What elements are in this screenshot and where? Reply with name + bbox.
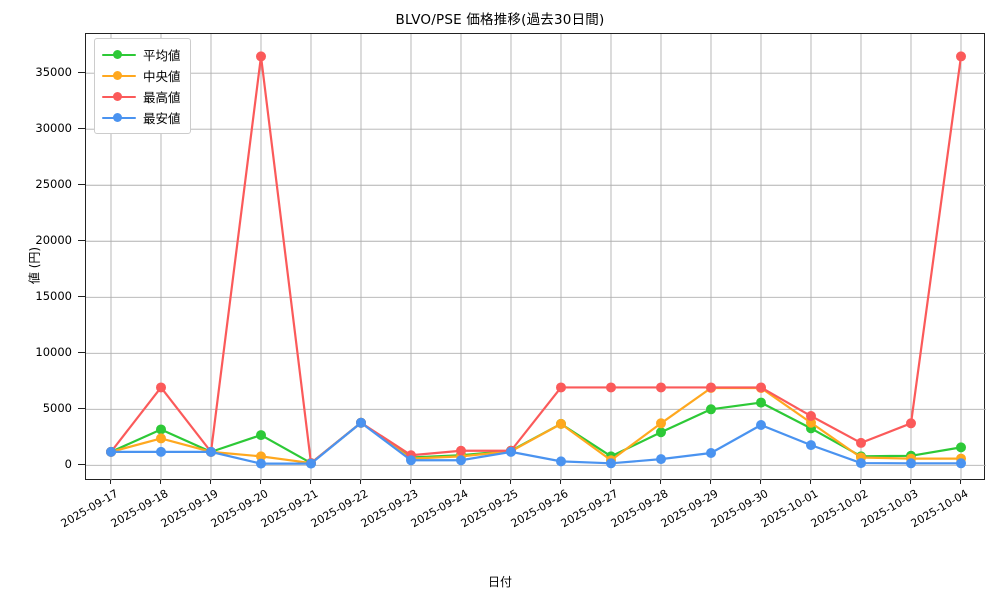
legend-swatch-icon bbox=[102, 91, 136, 103]
x-tick-mark bbox=[560, 480, 561, 484]
y-tick-label: 0 bbox=[64, 457, 72, 472]
x-tick-mark bbox=[260, 480, 261, 484]
data-point bbox=[556, 382, 566, 393]
data-point bbox=[456, 445, 466, 456]
data-point bbox=[556, 418, 566, 429]
legend-swatch-icon bbox=[102, 49, 136, 61]
data-point bbox=[956, 51, 966, 62]
legend-item-3[interactable]: 最安値 bbox=[102, 107, 181, 128]
legend-swatch-icon bbox=[102, 112, 136, 124]
series-line-1 bbox=[109, 386, 963, 465]
series-line-2 bbox=[109, 55, 963, 465]
y-tick-mark bbox=[78, 296, 85, 298]
y-tick-label: 15000 bbox=[35, 289, 72, 304]
y-tick-label: 20000 bbox=[35, 233, 72, 248]
data-point bbox=[706, 404, 716, 415]
series-layer bbox=[106, 51, 966, 469]
y-tick-label: 35000 bbox=[35, 65, 72, 80]
y-tick-mark bbox=[78, 408, 85, 410]
x-tick-mark bbox=[310, 480, 311, 484]
data-point bbox=[606, 382, 616, 393]
data-point bbox=[506, 446, 516, 457]
x-tick-mark bbox=[110, 480, 111, 484]
x-tick-mark bbox=[210, 480, 211, 484]
y-tick-label: 30000 bbox=[35, 121, 72, 136]
data-point bbox=[256, 51, 266, 62]
data-point bbox=[956, 458, 966, 469]
data-point bbox=[256, 430, 266, 441]
data-point bbox=[906, 458, 916, 469]
x-tick-mark bbox=[910, 480, 911, 484]
y-tick-mark bbox=[78, 72, 85, 74]
y-axis-label: 値 (円) bbox=[27, 246, 42, 285]
data-point bbox=[706, 382, 716, 393]
y-tick-mark bbox=[78, 128, 85, 130]
data-point bbox=[106, 446, 116, 457]
y-tick-mark bbox=[78, 464, 85, 466]
data-point bbox=[656, 427, 666, 438]
data-point bbox=[856, 458, 866, 469]
data-point bbox=[906, 418, 916, 429]
y-tick-mark bbox=[78, 184, 85, 186]
data-point bbox=[406, 455, 416, 466]
x-tick-mark bbox=[160, 480, 161, 484]
data-point bbox=[806, 411, 816, 422]
data-point bbox=[956, 442, 966, 453]
data-point bbox=[156, 433, 166, 444]
data-point bbox=[256, 458, 266, 469]
data-point bbox=[256, 451, 266, 462]
x-tick-mark bbox=[660, 480, 661, 484]
series-line-3 bbox=[109, 421, 963, 465]
data-point bbox=[156, 424, 166, 435]
data-point bbox=[656, 418, 666, 429]
x-tick-mark bbox=[810, 480, 811, 484]
legend-item-1[interactable]: 中央値 bbox=[102, 65, 181, 86]
legend-label: 平均値 bbox=[143, 48, 181, 63]
data-point bbox=[606, 458, 616, 469]
data-point bbox=[806, 440, 816, 451]
data-point bbox=[556, 456, 566, 467]
chart-legend: 平均値中央値最高値最安値 bbox=[94, 38, 191, 134]
y-tick-label: 5000 bbox=[42, 401, 72, 416]
y-tick-mark bbox=[78, 240, 85, 242]
x-tick-mark bbox=[410, 480, 411, 484]
legend-item-2[interactable]: 最高値 bbox=[102, 86, 181, 107]
data-point bbox=[656, 382, 666, 393]
data-point bbox=[756, 419, 766, 430]
x-tick-mark bbox=[760, 480, 761, 484]
x-tick-mark bbox=[360, 480, 361, 484]
data-point bbox=[656, 454, 666, 465]
legend-swatch-icon bbox=[102, 70, 136, 82]
y-tick-label: 10000 bbox=[35, 345, 72, 360]
x-axis-label: 日付 bbox=[487, 575, 512, 589]
x-tick-mark bbox=[860, 480, 861, 484]
x-tick-mark bbox=[960, 480, 961, 484]
data-point bbox=[156, 382, 166, 393]
data-point bbox=[306, 458, 316, 469]
legend-label: 最安値 bbox=[143, 111, 181, 126]
data-point bbox=[756, 382, 766, 393]
legend-label: 最高値 bbox=[143, 90, 181, 105]
data-point bbox=[206, 446, 216, 457]
data-point bbox=[756, 397, 766, 408]
legend-label: 中央値 bbox=[143, 69, 181, 84]
data-point bbox=[356, 417, 366, 428]
x-tick-mark bbox=[710, 480, 711, 484]
y-tick-mark bbox=[78, 352, 85, 354]
data-point bbox=[856, 437, 866, 448]
x-tick-mark bbox=[460, 480, 461, 484]
x-tick-mark bbox=[510, 480, 511, 484]
data-point bbox=[156, 446, 166, 457]
data-point bbox=[456, 455, 466, 466]
legend-item-0[interactable]: 平均値 bbox=[102, 44, 181, 65]
x-tick-mark bbox=[610, 480, 611, 484]
data-point bbox=[706, 447, 716, 458]
y-tick-label: 25000 bbox=[35, 177, 72, 192]
chart-title: BLVO/PSE 価格推移(過去30日間) bbox=[395, 12, 605, 28]
